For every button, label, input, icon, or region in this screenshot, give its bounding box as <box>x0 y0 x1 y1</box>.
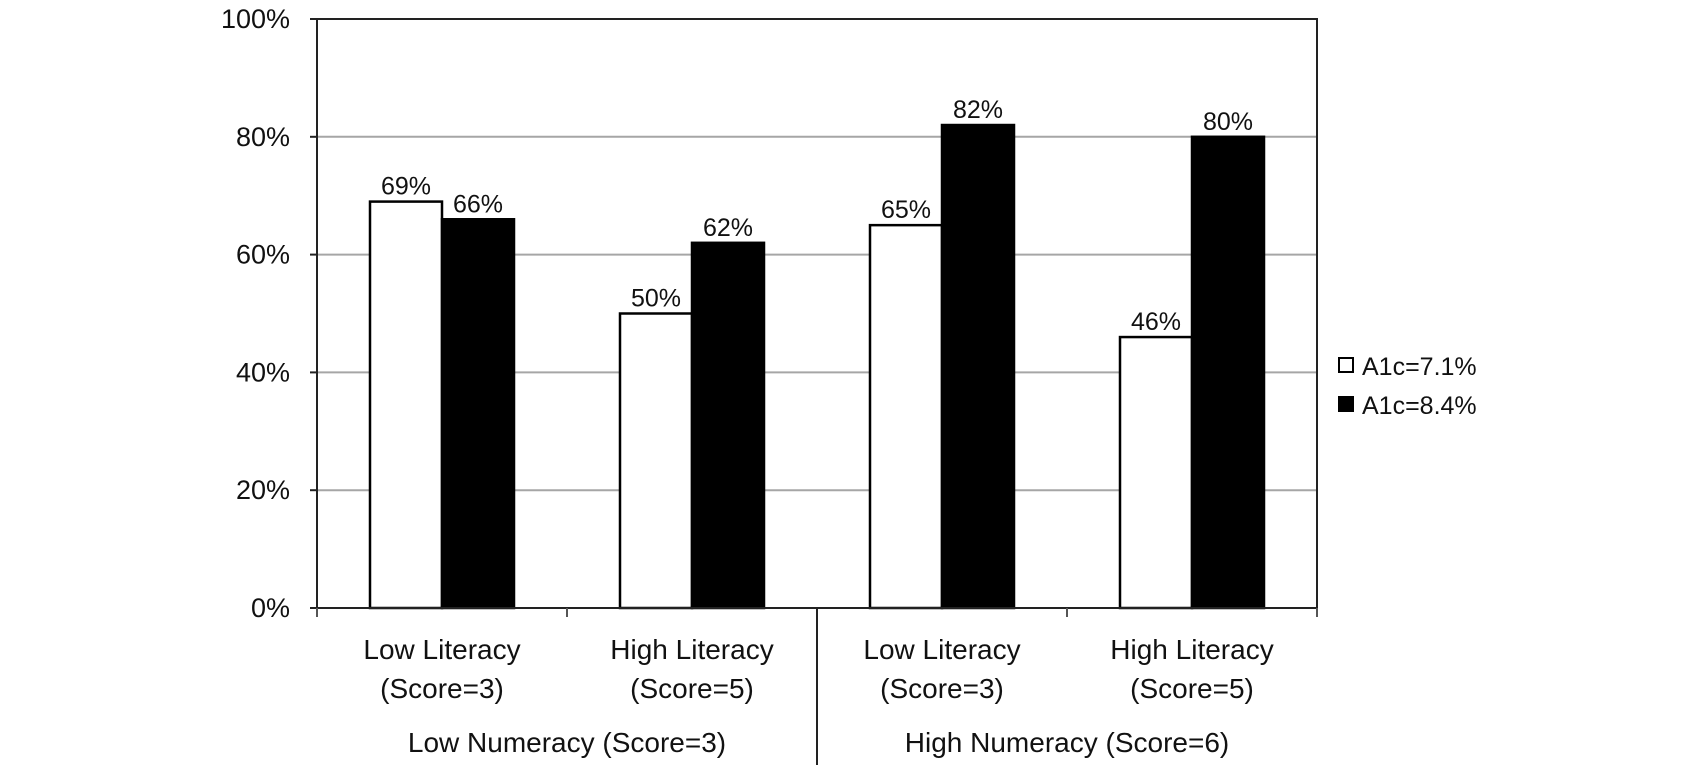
legend-swatch <box>1338 357 1354 373</box>
bars <box>368 123 1266 610</box>
category-label: Low Literacy <box>863 634 1020 665</box>
data-label: 50% <box>631 285 681 313</box>
legend-swatch <box>1338 396 1354 412</box>
y-tick-label: 80% <box>236 122 290 152</box>
y-tick-label: 100% <box>221 4 290 34</box>
y-tick-label: 40% <box>236 357 290 387</box>
bar <box>618 312 694 610</box>
category-label: High Literacy <box>1110 634 1273 665</box>
group-label: Low Numeracy (Score=3) <box>408 727 726 758</box>
y-tick-label: 0% <box>251 593 290 623</box>
x-axis: Low Literacy (Score=3) High Literacy (Score… <box>316 608 1318 765</box>
data-label: 69% <box>381 173 431 201</box>
y-tick-label: 60% <box>236 240 290 270</box>
y-axis-ticks: 0% 20% 40% 60% 80% 100% <box>221 4 317 623</box>
category-label: Low Literacy <box>363 634 520 665</box>
data-label: 80% <box>1203 108 1253 136</box>
data-label: 46% <box>1131 308 1181 336</box>
bar <box>690 241 766 610</box>
legend: A1c=7.1% A1c=8.4% <box>1338 353 1477 420</box>
data-label: 62% <box>703 214 753 242</box>
category-label: (Score=3) <box>380 673 504 704</box>
legend-label: A1c=8.4% <box>1362 392 1477 420</box>
group-label: High Numeracy (Score=6) <box>905 727 1229 758</box>
category-label: (Score=5) <box>1130 673 1254 704</box>
bar <box>868 223 944 610</box>
bar <box>1118 335 1194 610</box>
category-label: High Literacy <box>610 634 773 665</box>
legend-label: A1c=7.1% <box>1362 353 1477 381</box>
bar <box>940 123 1016 610</box>
y-tick-label: 20% <box>236 475 290 505</box>
bar <box>368 200 444 610</box>
bar <box>440 218 516 610</box>
category-label: (Score=3) <box>880 673 1004 704</box>
data-label: 66% <box>453 190 503 218</box>
data-labels: 69% 66% 50% 62% 65% 82% 46% 80% <box>381 96 1253 336</box>
data-label: 65% <box>881 196 931 224</box>
category-label: (Score=5) <box>630 673 754 704</box>
bar <box>1190 135 1266 610</box>
data-label: 82% <box>953 96 1003 124</box>
